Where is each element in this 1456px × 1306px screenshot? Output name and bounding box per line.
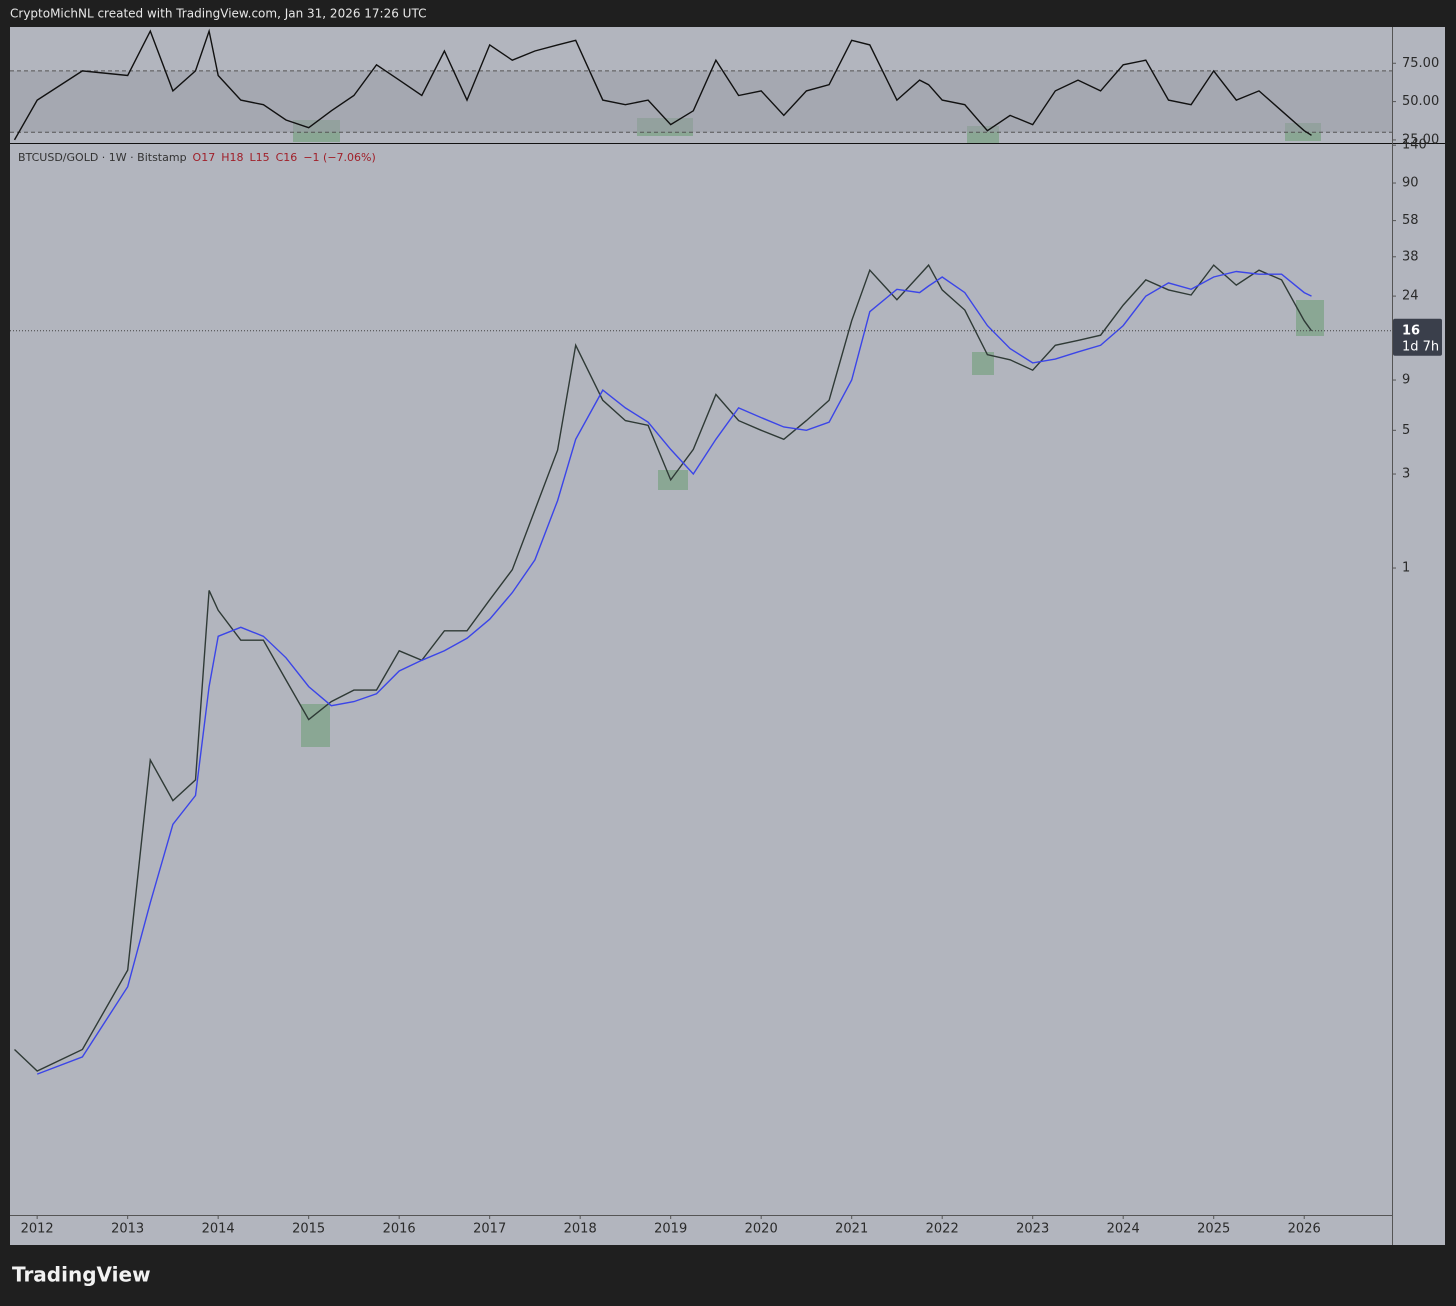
price-tag-value: 16 [1402,323,1420,338]
y-tick-label: 3 [1402,467,1410,482]
series-line [36,270,1312,1075]
x-tick-label: 2025 [1197,1222,1230,1237]
x-tick-label: 2023 [1016,1222,1049,1237]
x-tick-label: 2013 [111,1222,144,1237]
series-line [13,28,1312,141]
price-tag [1393,318,1442,356]
symbol: BTCUSD/GOLD · 1W · Bitstamp O17 H18 L15 C16−… [18,151,376,164]
x-tick-label: 2017 [473,1222,506,1237]
highlight-box [1296,300,1324,336]
highlight-box [301,704,330,747]
ohlc-open: O17 [193,151,216,164]
x-tick-label: 2018 [564,1222,597,1237]
highlight-box [972,352,994,375]
x-tick-label: 2026 [1288,1222,1321,1237]
footer-logo: TradingView [12,1263,151,1287]
ohlc-high: H18 [221,151,243,164]
y-tick-label: 25.00 [1402,132,1439,147]
symbol-name: BTCUSD/GOLD · 1W · Bitstamp [18,151,187,164]
y-tick-label: 140 [1402,138,1427,153]
y-tick-label: 50.00 [1402,94,1439,109]
y-tick-label: 90 [1402,176,1419,191]
ohlc-close: C16 [276,151,298,164]
x-tick-label: 2021 [835,1222,868,1237]
y-tick-label: 5 [1402,423,1410,438]
x-tick-label: 2019 [654,1222,687,1237]
change: −1 (−7.06%) [303,151,375,164]
countdown: 1d 7h [1402,339,1439,354]
y-tick-label: 58 [1402,213,1419,228]
header: CryptoMichNL created with TradingView.co… [10,7,426,21]
series-line [14,263,1313,1072]
y-tick-label: 38 [1402,249,1419,264]
y-tick-label: 24 [1402,289,1419,304]
y-tick-label: 9 [1402,373,1410,388]
plot-frame [10,27,1445,1245]
y-tick-label: 1 [1402,561,1410,576]
y-tick-label: 75.00 [1402,56,1439,71]
x-tick-label: 2015 [292,1222,325,1237]
x-tick-label: 2014 [202,1222,235,1237]
highlight-box [658,470,688,490]
x-tick-label: 2024 [1107,1222,1140,1237]
x-tick-label: 2020 [745,1222,778,1237]
x-tick-label: 2016 [383,1222,416,1237]
ohlc-low: L15 [249,151,269,164]
rsi-band [10,70,1392,133]
x-tick-label: 2012 [21,1222,54,1237]
x-tick-label: 2022 [926,1222,959,1237]
